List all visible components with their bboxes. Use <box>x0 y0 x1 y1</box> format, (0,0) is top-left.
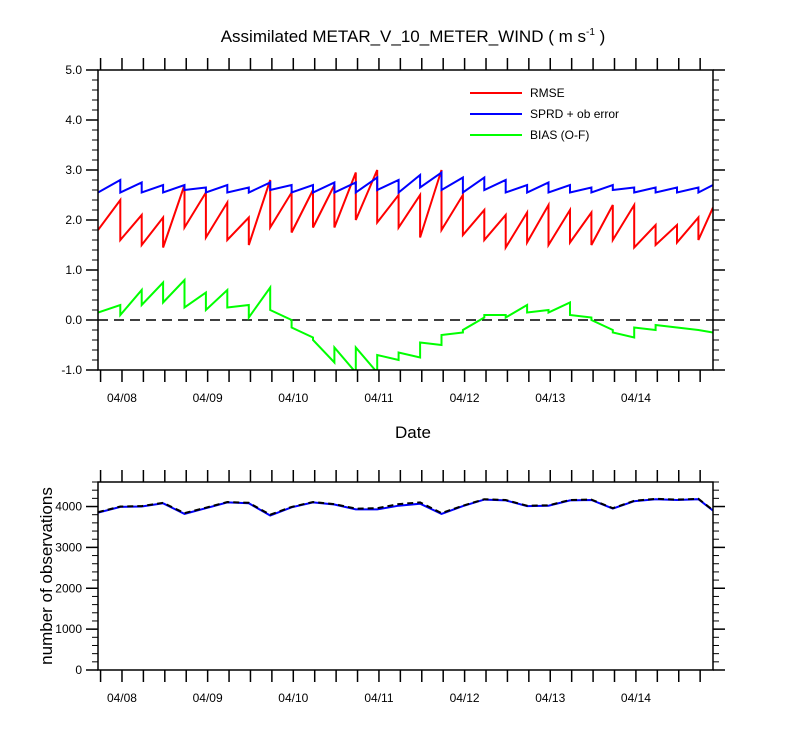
top-x-tick-label: 04/13 <box>535 391 565 405</box>
top-series-sprd-ob-error <box>98 170 713 195</box>
bottom-series-obs-used <box>98 498 713 517</box>
top-plot-frame <box>97 69 714 371</box>
bottom-chart-ticks: 04/08 04/09 04/10 04/11 04/12 04/13 04/14 0 1000… <box>55 470 725 705</box>
top-chart-lines <box>98 169 713 370</box>
bottom-y-tick-label: 0 <box>75 663 82 677</box>
top-x-tick-label: 04/10 <box>278 391 308 405</box>
top-x-tick-label: 04/11 <box>364 391 393 405</box>
legend-label: BIAS (O-F) <box>530 128 589 142</box>
legend-label: SPRD + ob error <box>530 107 619 121</box>
top-y-tick-label: -1.0 <box>61 363 82 377</box>
bottom-x-tick-label: 04/12 <box>450 691 480 705</box>
bottom-chart: 04/08 04/09 04/10 04/11 04/12 04/13 04/14 0 1000… <box>37 470 725 705</box>
bottom-chart-lines <box>98 497 713 517</box>
top-x-tick-label: 04/09 <box>193 391 223 405</box>
top-x-tick-label: 04/12 <box>450 391 480 405</box>
top-x-tick-label: 04/14 <box>621 391 651 405</box>
y-axis-title: number of observations <box>37 487 56 665</box>
bottom-x-tick-label: 04/08 <box>107 691 137 705</box>
bottom-y-tick-label: 4000 <box>55 500 82 514</box>
top-series-bias-o-f <box>98 277 713 370</box>
top-series-rmse <box>98 169 713 252</box>
bottom-y-tick-label: 3000 <box>55 540 82 554</box>
chart-title-close: ) <box>595 27 605 46</box>
top-y-tick-label: 3.0 <box>65 163 82 177</box>
bottom-y-tick-label: 2000 <box>55 581 82 595</box>
bottom-y-tick-label: 1000 <box>55 622 82 636</box>
bottom-x-tick-label: 04/13 <box>535 691 565 705</box>
bottom-x-tick-label: 04/10 <box>278 691 308 705</box>
top-y-tick-label: 1.0 <box>65 263 82 277</box>
bottom-plot-frame <box>97 481 714 671</box>
top-y-tick-label: 0.0 <box>65 313 82 327</box>
chart-title-main: Assimilated METAR_V_10_METER_WIND ( m s <box>221 27 586 46</box>
top-chart-ticks: 04/08 04/09 04/10 04/11 04/12 04/13 04/14 -1.0 0… <box>61 58 725 405</box>
bottom-x-tick-label: 04/11 <box>364 691 393 705</box>
top-y-tick-label: 4.0 <box>65 113 82 127</box>
top-chart: Assimilated METAR_V_10_METER_WIND ( m s-… <box>61 27 725 442</box>
legend: RMSE SPRD + ob error BIAS (O-F) <box>470 86 619 142</box>
bottom-x-tick-label: 04/14 <box>621 691 651 705</box>
bottom-series-obs-possible <box>98 497 713 516</box>
legend-label: RMSE <box>530 86 565 100</box>
bottom-x-tick-label: 04/09 <box>193 691 223 705</box>
top-y-tick-label: 5.0 <box>65 63 82 77</box>
top-y-tick-label: 2.0 <box>65 213 82 227</box>
x-axis-title: Date <box>395 423 431 442</box>
top-x-tick-label: 04/08 <box>107 391 137 405</box>
chart-title-units-sup: -1 <box>586 27 595 38</box>
chart-title: Assimilated METAR_V_10_METER_WIND ( m s-… <box>221 27 606 46</box>
